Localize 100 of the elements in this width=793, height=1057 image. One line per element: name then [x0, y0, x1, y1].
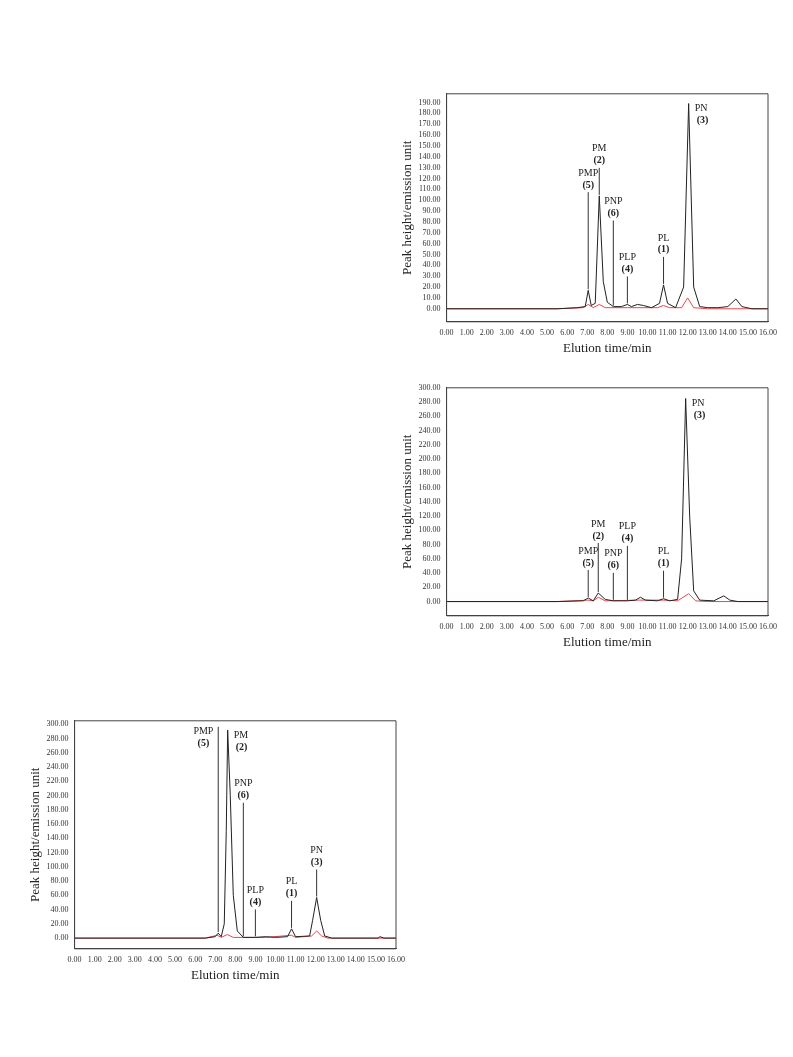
y-tick-label: 0.00 [426, 596, 441, 606]
x-tick-label: 2.00 [479, 621, 494, 631]
annotation: PNP (6) [604, 547, 623, 572]
y-tick-label: 20.00 [422, 582, 441, 592]
annotation: PN (3) [694, 102, 709, 127]
x-tick-label: 7.00 [580, 327, 595, 337]
x-tick-label: 15.00 [738, 621, 757, 631]
x-tick-label: 3.00 [499, 327, 514, 337]
y-tick-label: 80.00 [422, 217, 441, 227]
x-tick-label: 8.00 [600, 621, 615, 631]
annotation: PM (2) [591, 517, 606, 542]
annotation: PN (3) [310, 844, 324, 869]
y-tick-label: 220.00 [46, 776, 69, 786]
x-tick-label: 10.00 [638, 621, 657, 631]
y-tick-label: 100.00 [46, 861, 69, 871]
y-tick-label: 60.00 [422, 238, 441, 248]
x-tick-label: 1.00 [459, 621, 474, 631]
y-tick-label: 220.00 [418, 439, 441, 449]
annotation: PLP (4) [246, 884, 265, 908]
x-tick-label: 15.00 [738, 327, 757, 337]
y-tick-label: 60.00 [50, 890, 69, 900]
x-tick-label: 3.00 [499, 621, 514, 631]
x-tick-label: 3.00 [127, 954, 142, 964]
x-tick-label: 4.00 [519, 621, 534, 631]
y-tick-label: 180.00 [418, 468, 441, 478]
y-tick-label: 20.00 [50, 918, 69, 928]
annotation: PNP (6) [234, 777, 253, 802]
y-tick-label: 30.00 [422, 271, 441, 281]
y-tick-label: 240.00 [46, 762, 69, 772]
x-axis-title: Elution time/min [563, 339, 653, 355]
annotation: PL (1) [657, 545, 670, 570]
x-tick-label: 12.00 [678, 327, 697, 337]
x-tick-label: 11.00 [286, 954, 305, 964]
y-tick-label: 0.00 [426, 303, 441, 313]
x-tick-label: 13.00 [698, 621, 717, 631]
annotation: PMP (5) [193, 725, 214, 750]
x-tick-label: 9.00 [248, 954, 263, 964]
annotation: PMP (5) [578, 166, 599, 191]
y-tick-label: 180.00 [46, 804, 69, 814]
x-tick-label: 2.00 [479, 327, 494, 337]
x-tick-label: 16.00 [759, 621, 777, 631]
y-tick-label: 300.00 [418, 382, 441, 392]
y-tick-label: 170.00 [418, 119, 441, 129]
x-tick-label: 9.00 [620, 621, 635, 631]
annotation: PLP (4) [618, 251, 637, 276]
x-tick-label: 14.00 [718, 327, 737, 337]
y-tick-label: 40.00 [50, 904, 69, 914]
y-tick-label: 80.00 [422, 539, 441, 549]
y-tick-label: 40.00 [422, 260, 441, 270]
x-tick-label: 4.00 [147, 954, 162, 964]
x-tick-label: 8.00 [228, 954, 243, 964]
annotation: PM (2) [592, 142, 607, 167]
y-tick-label: 180.00 [418, 108, 441, 118]
annotation: PN (3) [691, 397, 706, 422]
y-tick-label: 140.00 [418, 496, 441, 506]
x-tick-label: 11.00 [658, 621, 677, 631]
annotation: PL (1) [285, 875, 298, 900]
x-tick-label: 12.00 [306, 954, 325, 964]
annotation: PL (1) [657, 231, 670, 256]
x-tick-label: 9.00 [620, 327, 635, 337]
y-tick-label: 80.00 [50, 876, 69, 886]
y-tick-label: 260.00 [418, 411, 441, 421]
x-axis-title: Elution time/min [563, 633, 653, 649]
y-tick-label: 90.00 [422, 206, 441, 216]
x-tick-label: 10.00 [266, 954, 285, 964]
y-tick-label: 160.00 [418, 482, 441, 492]
y-tick-label: 200.00 [418, 454, 441, 464]
annotation: PMP (5) [578, 544, 599, 569]
x-tick-label: 16.00 [387, 954, 405, 964]
y-tick-label: 140.00 [46, 833, 69, 843]
y-tick-label: 300.00 [46, 719, 69, 729]
y-tick-label: 160.00 [46, 819, 69, 829]
x-tick-label: 6.00 [188, 954, 203, 964]
y-tick-label: 140.00 [418, 151, 441, 161]
x-tick-label: 0.00 [67, 954, 82, 964]
y-tick-label: 160.00 [418, 130, 441, 140]
y-tick-label: 0.00 [54, 933, 69, 943]
y-tick-label: 20.00 [422, 282, 441, 292]
x-tick-label: 1.00 [87, 954, 102, 964]
x-tick-label: 5.00 [168, 954, 183, 964]
x-tick-label: 4.00 [519, 327, 534, 337]
annotation: PLP (4) [618, 520, 637, 545]
x-tick-label: 7.00 [208, 954, 223, 964]
y-axis-title: Peak height/emission unit [399, 140, 415, 275]
x-tick-label: 5.00 [540, 621, 555, 631]
x-tick-label: 14.00 [346, 954, 365, 964]
y-tick-label: 190.00 [418, 97, 441, 107]
x-tick-label: 11.00 [658, 327, 677, 337]
x-tick-label: 13.00 [326, 954, 345, 964]
y-tick-label: 120.00 [418, 511, 441, 521]
x-tick-label: 14.00 [718, 621, 737, 631]
y-tick-label: 10.00 [422, 293, 441, 303]
x-tick-label: 15.00 [366, 954, 385, 964]
y-tick-label: 50.00 [422, 249, 441, 259]
x-tick-label: 6.00 [560, 327, 575, 337]
x-tick-label: 16.00 [759, 327, 777, 337]
x-tick-label: 1.00 [459, 327, 474, 337]
y-tick-label: 120.00 [418, 173, 441, 183]
x-tick-label: 0.00 [439, 327, 454, 337]
y-tick-label: 130.00 [418, 162, 441, 172]
